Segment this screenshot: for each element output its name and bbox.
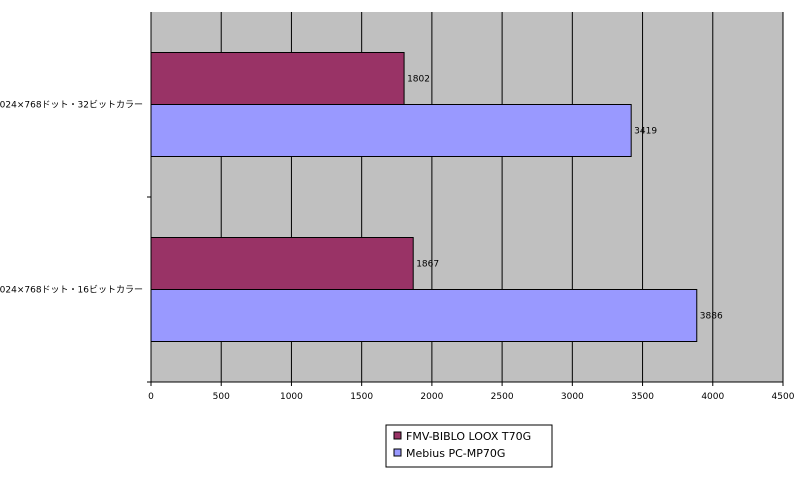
legend-swatch: [393, 448, 402, 457]
x-tick-label: 1500: [350, 392, 373, 402]
x-tick-label: 500: [213, 392, 230, 402]
legend-label: FMV-BIBLO LOOX T70G: [406, 430, 531, 443]
x-tick-label: 2000: [420, 392, 443, 402]
x-tick-label: 3000: [561, 392, 584, 402]
bar: [150, 237, 414, 290]
x-tick-label: 2500: [491, 392, 514, 402]
x-tick-label: 3500: [631, 392, 654, 402]
legend: FMV-BIBLO LOOX T70G Mebius PC-MP70G: [385, 424, 553, 468]
bar: [150, 52, 405, 105]
category-label: 1024×768ドット・16ビットカラー: [0, 285, 143, 296]
data-label: 1867: [416, 260, 439, 270]
bars: 1802 3419 1867 3886: [150, 52, 723, 342]
data-label: 3886: [700, 312, 723, 322]
bar: [150, 289, 698, 342]
x-tick-label: 4500: [772, 392, 795, 402]
x-axis-ticks: 0 500 1000 1500 2000 2500 3000 3500 4000 4500: [148, 382, 795, 402]
bar: [150, 104, 632, 157]
legend-label: Mebius PC-MP70G: [406, 447, 505, 460]
category-label: 1024×768ドット・32ビットカラー: [0, 100, 143, 111]
category-labels: 1024×768ドット・32ビットカラー 1024×768ドット・16ビットカラー: [0, 100, 151, 383]
data-label: 3419: [634, 127, 657, 137]
x-tick-label: 1000: [280, 392, 303, 402]
x-tick-label: 0: [148, 392, 154, 402]
data-label: 1802: [407, 75, 430, 85]
legend-box: [385, 424, 553, 468]
legend-swatch: [393, 431, 402, 440]
x-tick-label: 4000: [701, 392, 724, 402]
